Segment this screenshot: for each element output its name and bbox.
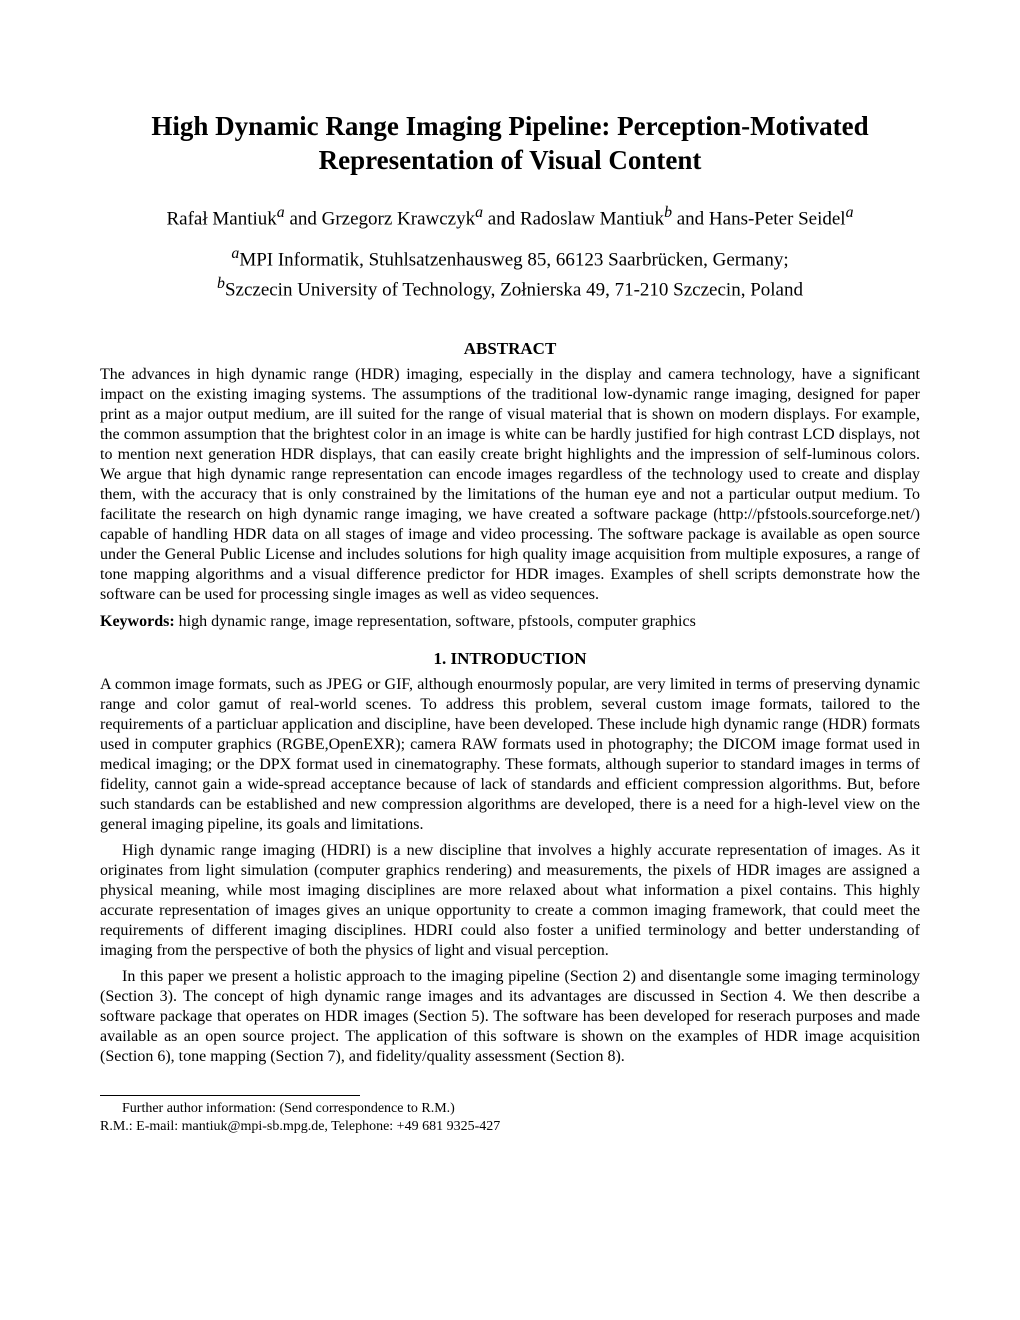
intro-paragraph-2: High dynamic range imaging (HDRI) is a n…	[100, 841, 920, 961]
footnote-line-1: Further author information: (Send corres…	[122, 1101, 455, 1116]
sep-1: and	[285, 208, 322, 229]
sep-3: and	[672, 208, 709, 229]
title-line-1: High Dynamic Range Imaging Pipeline: Per…	[151, 111, 868, 141]
author-4-affil-sup: a	[846, 204, 854, 221]
affil-b-text: Szczecin University of Technology, Zołni…	[225, 280, 803, 301]
footnote-rule	[100, 1095, 360, 1096]
paper-page: High Dynamic Range Imaging Pipeline: Per…	[0, 0, 1020, 1195]
affil-b-sup: b	[217, 275, 225, 292]
author-2: Grzegorz Krawczyk	[322, 208, 476, 229]
keywords-line: Keywords: high dynamic range, image repr…	[100, 613, 920, 631]
author-1: Rafał Mantiuk	[166, 208, 276, 229]
author-4: Hans-Peter Seidel	[709, 208, 846, 229]
paper-title: High Dynamic Range Imaging Pipeline: Per…	[100, 110, 920, 178]
keywords-label: Keywords:	[100, 613, 175, 630]
intro-paragraph-1: A common image formats, such as JPEG or …	[100, 675, 920, 835]
author-1-affil-sup: a	[277, 204, 285, 221]
author-3: Radoslaw Mantiuk	[520, 208, 664, 229]
affil-a-text: MPI Informatik, Stuhlsatzenhausweg 85, 6…	[239, 250, 788, 271]
affiliations: aMPI Informatik, Stuhlsatzenhausweg 85, …	[100, 243, 920, 303]
keywords-text: high dynamic range, image representation…	[175, 613, 696, 630]
footnote-block: Further author information: (Send corres…	[100, 1100, 920, 1135]
section-1-heading: 1. INTRODUCTION	[100, 649, 920, 669]
title-line-2: Representation of Visual Content	[319, 145, 702, 175]
author-line: Rafał Mantiuka and Grzegorz Krawczyka an…	[100, 202, 920, 232]
sep-2: and	[483, 208, 520, 229]
footnote-line-2: R.M.: E-mail: mantiuk@mpi-sb.mpg.de, Tel…	[100, 1119, 500, 1134]
intro-paragraph-3: In this paper we present a holistic appr…	[100, 967, 920, 1067]
author-3-affil-sup: b	[664, 204, 672, 221]
abstract-heading: ABSTRACT	[100, 339, 920, 359]
author-2-affil-sup: a	[475, 204, 483, 221]
abstract-text: The advances in high dynamic range (HDR)…	[100, 365, 920, 605]
